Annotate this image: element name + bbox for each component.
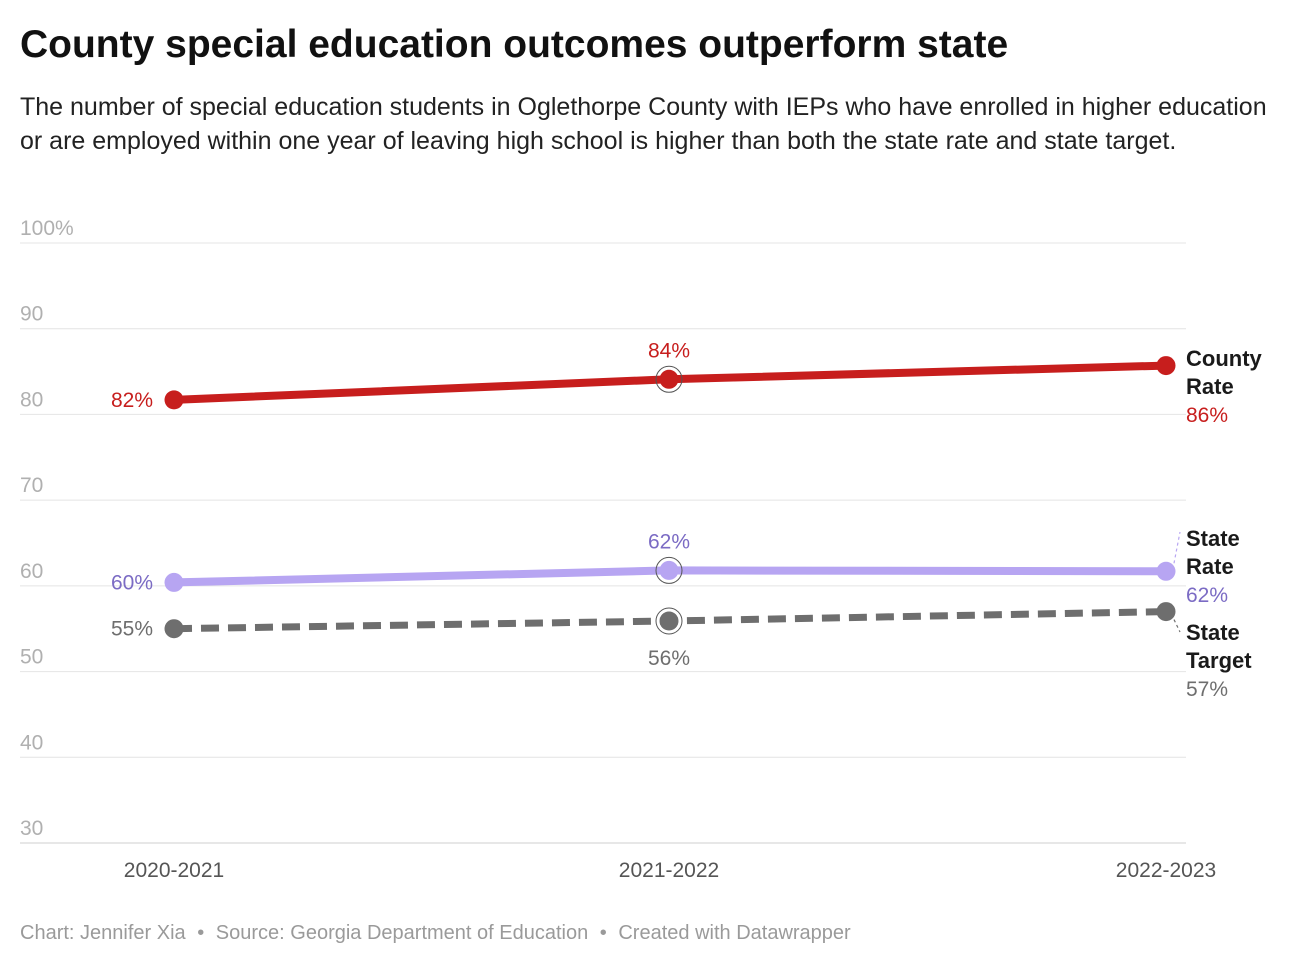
- series-name-label: Rate: [1186, 554, 1234, 579]
- y-tick-label: 60: [20, 560, 43, 583]
- label-connector: [1173, 619, 1181, 633]
- y-tick-label: 90: [20, 303, 43, 326]
- data-label: 60%: [111, 571, 153, 594]
- data-label: 84%: [648, 339, 690, 362]
- series-name-label: State: [1186, 620, 1240, 645]
- data-label: 82%: [111, 389, 153, 412]
- chart-title: County special education outcomes outper…: [20, 23, 1009, 66]
- series-name-label: State: [1186, 526, 1240, 551]
- data-label: 56%: [648, 647, 690, 670]
- series-name-label: Rate: [1186, 374, 1234, 399]
- chart-source: Source: Georgia Department of Education: [215, 922, 589, 944]
- chart-credit: Chart: Jennifer Xia: [20, 922, 186, 944]
- data-point: [164, 572, 184, 592]
- x-tick-label: 2020-2021: [124, 859, 224, 882]
- series-name-label: Target: [1186, 648, 1252, 673]
- data-point: [659, 560, 679, 580]
- y-tick-label: 50: [20, 646, 43, 669]
- footer-separator: •: [599, 922, 607, 944]
- chart-tool-credit: Created with Datawrapper: [618, 922, 851, 944]
- data-point: [1156, 561, 1176, 581]
- data-point: [1156, 356, 1176, 376]
- chart-footer: Chart: Jennifer Xia • Source: Georgia De…: [20, 922, 851, 945]
- data-point: [659, 369, 679, 389]
- data-point: [164, 390, 184, 410]
- highlight-ring: [655, 607, 683, 635]
- data-label: 62%: [648, 530, 690, 553]
- y-tick-label: 70: [20, 474, 43, 497]
- line-chart: 30 40 50 60 70 80 90 100% 2020-2021 2021-2022 2022…: [20, 217, 1263, 882]
- series-name-label: County: [1186, 346, 1263, 371]
- data-label: 86%: [1186, 404, 1228, 427]
- data-label: 55%: [111, 618, 153, 641]
- y-tick-label: 100%: [20, 217, 74, 240]
- highlight-ring: [655, 365, 683, 393]
- y-tick-label: 80: [20, 388, 43, 411]
- chart-subtitle: The number of special education students…: [20, 93, 1267, 155]
- data-label: 57%: [1186, 678, 1228, 701]
- footer-separator: •: [197, 922, 205, 944]
- highlight-ring: [655, 556, 683, 584]
- data-point: [164, 619, 184, 639]
- data-label: 62%: [1186, 584, 1228, 607]
- data-point: [1156, 602, 1176, 622]
- x-tick-label: 2022-2023: [1116, 859, 1216, 882]
- y-tick-label: 30: [20, 817, 43, 840]
- data-point: [659, 611, 679, 631]
- x-tick-label: 2021-2022: [619, 859, 719, 882]
- label-connector: [1173, 531, 1181, 564]
- y-tick-label: 40: [20, 731, 43, 754]
